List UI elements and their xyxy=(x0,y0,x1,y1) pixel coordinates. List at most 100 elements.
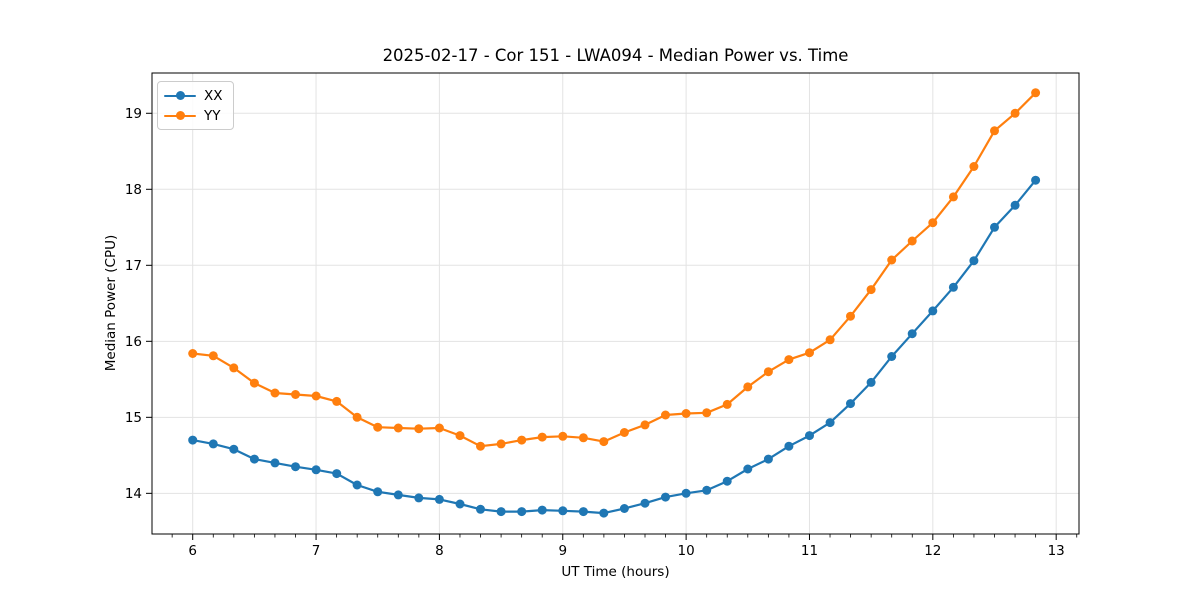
y-tick-label: 15 xyxy=(125,410,142,426)
data-point-yy xyxy=(229,363,239,373)
legend-label-xx: XX xyxy=(204,87,223,104)
data-point-xx xyxy=(1031,175,1041,185)
data-point-xx xyxy=(373,487,383,497)
data-point-xx xyxy=(681,488,691,498)
data-point-xx xyxy=(763,454,773,464)
x-tick-label: 8 xyxy=(435,543,444,559)
data-point-xx xyxy=(476,504,485,514)
data-point-xx xyxy=(928,306,938,316)
data-point-xx xyxy=(969,256,979,266)
chart-title: 2025-02-17 - Cor 151 - LWA094 - Median P… xyxy=(382,46,849,65)
data-point-yy xyxy=(414,424,424,434)
data-point-xx xyxy=(948,282,958,292)
data-point-yy xyxy=(537,432,547,442)
data-point-xx xyxy=(805,431,814,441)
data-point-xx xyxy=(743,464,753,474)
data-point-yy xyxy=(619,428,629,437)
data-point-yy xyxy=(352,412,362,422)
data-point-xx xyxy=(270,458,280,468)
y-tick-label: 17 xyxy=(125,258,142,274)
data-point-xx xyxy=(517,507,527,517)
data-point-yy xyxy=(476,441,485,451)
y-tick-label: 19 xyxy=(125,106,142,122)
data-point-xx xyxy=(661,492,670,502)
series-line-xx xyxy=(191,179,1037,515)
data-point-yy xyxy=(743,382,753,392)
data-point-xx xyxy=(990,222,999,232)
data-point-xx xyxy=(825,418,835,428)
data-point-xx xyxy=(907,329,917,339)
data-point-yy xyxy=(455,431,465,441)
legend-entry-yy: YY xyxy=(164,107,223,124)
legend: XX YY xyxy=(157,81,234,130)
plot-box-spines xyxy=(151,72,1080,535)
data-point-xx xyxy=(229,444,239,454)
legend-line-marker-icon xyxy=(164,91,196,100)
data-point-xx xyxy=(599,508,609,518)
data-point-xx xyxy=(393,490,403,500)
data-point-xx xyxy=(208,439,218,449)
x-tick-label: 12 xyxy=(924,543,941,559)
data-point-yy xyxy=(373,422,383,432)
data-point-xx xyxy=(455,499,465,509)
data-point-yy xyxy=(702,408,712,418)
data-point-xx xyxy=(537,505,547,515)
legend-entry-xx: XX xyxy=(164,87,223,104)
data-point-yy xyxy=(805,348,814,358)
data-point-yy xyxy=(311,391,321,401)
data-point-yy xyxy=(434,423,444,433)
data-point-yy xyxy=(722,399,732,409)
data-point-xx xyxy=(414,493,424,503)
data-point-yy xyxy=(393,423,403,433)
data-point-yy xyxy=(928,218,938,228)
data-point-xx xyxy=(332,469,342,479)
data-point-yy xyxy=(578,433,588,443)
data-point-yy xyxy=(763,367,773,377)
legend-label-yy: YY xyxy=(204,107,221,124)
data-point-yy xyxy=(1031,88,1041,98)
data-point-yy xyxy=(907,236,917,246)
x-tick-label: 6 xyxy=(188,543,197,559)
data-point-xx xyxy=(249,454,259,464)
data-point-xx xyxy=(311,465,321,475)
data-point-yy xyxy=(599,437,609,447)
data-point-yy xyxy=(291,390,300,399)
data-point-yy xyxy=(990,126,999,136)
data-point-xx xyxy=(578,507,588,517)
x-tick-label: 7 xyxy=(312,543,321,559)
data-point-xx xyxy=(640,498,650,508)
data-point-yy xyxy=(1010,108,1020,118)
data-point-xx xyxy=(496,507,506,517)
data-point-yy xyxy=(825,335,835,345)
data-point-yy xyxy=(496,439,506,449)
data-point-yy xyxy=(969,162,979,171)
data-point-yy xyxy=(188,349,198,358)
data-point-xx xyxy=(1010,200,1020,210)
x-tick-label: 11 xyxy=(801,543,818,559)
y-axis-label: Median Power (CPU) xyxy=(103,234,119,372)
data-point-yy xyxy=(270,388,280,398)
x-tick-label: 10 xyxy=(678,543,695,559)
data-point-yy xyxy=(681,409,691,418)
data-point-xx xyxy=(352,480,362,490)
x-tick-label: 9 xyxy=(558,543,567,559)
data-point-xx xyxy=(784,441,794,451)
data-point-yy xyxy=(640,420,650,430)
data-point-yy xyxy=(661,410,670,420)
data-point-yy xyxy=(948,192,958,202)
data-point-yy xyxy=(887,255,897,265)
data-point-xx xyxy=(702,485,712,495)
y-tick-label: 16 xyxy=(125,334,142,350)
x-tick-label: 13 xyxy=(1048,543,1065,559)
data-point-yy xyxy=(249,378,259,388)
data-point-yy xyxy=(332,396,342,406)
legend-line-marker-icon xyxy=(164,111,196,120)
y-tick-label: 18 xyxy=(125,182,142,198)
data-point-xx xyxy=(887,352,897,361)
y-tick-label: 14 xyxy=(125,486,142,502)
data-point-xx xyxy=(291,462,300,472)
data-point-yy xyxy=(866,285,876,295)
data-point-xx xyxy=(188,435,198,445)
